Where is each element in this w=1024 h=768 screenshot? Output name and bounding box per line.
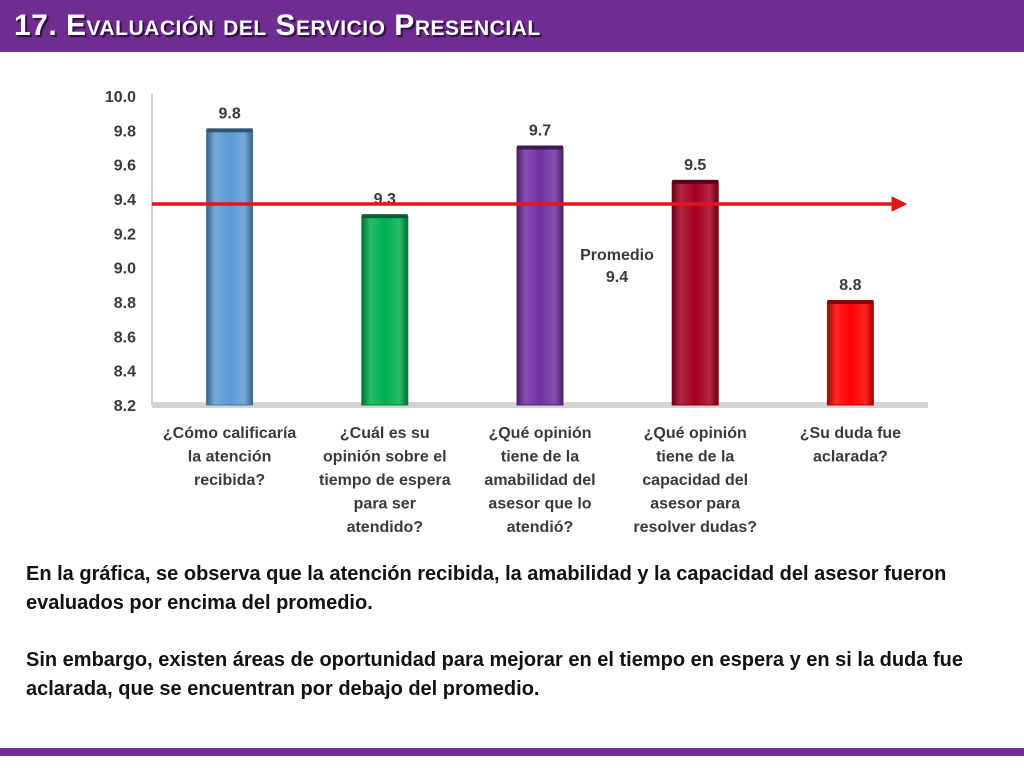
slide-title: 17. Evaluación del Servicio Presencial <box>14 9 541 42</box>
x-tick-label: ¿Cuál es su <box>340 425 430 442</box>
bar <box>516 147 564 406</box>
x-tick-label: aclarada? <box>813 449 888 466</box>
x-tick-label: atendido? <box>347 519 423 536</box>
title-bar: 17. Evaluación del Servicio Presencial <box>0 0 1024 52</box>
x-tick-label: resolver dudas? <box>633 519 757 536</box>
x-tick-label: atendió? <box>507 519 574 536</box>
bar-cap <box>672 179 719 184</box>
y-tick-label: 9.2 <box>114 226 136 243</box>
x-tick-label: recibida? <box>194 472 265 489</box>
description-text: En la gráfica, se observa que la atenció… <box>26 560 986 732</box>
data-label: 8.8 <box>839 277 861 294</box>
y-tick-label: 8.8 <box>114 295 136 312</box>
bar <box>361 215 409 406</box>
x-tick-label: ¿Cómo calificaría <box>163 425 296 442</box>
bar-cap <box>361 214 408 219</box>
x-tick-label: capacidad del <box>642 472 748 489</box>
bar <box>826 301 874 406</box>
x-tick-label: asesor para <box>650 496 740 513</box>
paragraph: Sin embargo, existen áreas de oportunida… <box>26 649 963 700</box>
bar-cap <box>827 300 874 304</box>
x-tick-label: asesor que lo <box>488 496 591 513</box>
average-label: Promedio <box>580 247 654 264</box>
y-tick-label: 9.0 <box>114 261 136 278</box>
y-tick-label: 9.4 <box>114 192 136 209</box>
x-tick-label: la atención <box>188 449 272 466</box>
x-tick-label: ¿Qué opinión <box>488 425 591 442</box>
x-tick-label: amabilidad del <box>484 472 595 489</box>
x-tick-label: tiempo de espera <box>319 472 451 489</box>
x-tick-label: tiene de la <box>656 449 734 466</box>
bar-chart: 10.0 9.8 9.6 9.4 9.2 9.0 8.8 8.6 8.4 8.2 9.8 ¿Cómo … <box>105 89 928 536</box>
x-tick-label: opinión sobre el <box>323 449 447 466</box>
bar <box>206 129 254 406</box>
x-tick-label: ¿Su duda fue <box>800 425 901 442</box>
paragraph: En la gráfica, se observa que la atenció… <box>26 563 947 614</box>
footer-bar <box>0 748 1024 756</box>
bar <box>671 181 719 406</box>
y-tick-label: 8.4 <box>114 364 136 381</box>
y-tick-label: 9.6 <box>114 158 136 175</box>
bar-cap <box>206 128 253 133</box>
average-label: 9.4 <box>606 269 628 286</box>
data-label: 9.5 <box>684 157 706 174</box>
y-tick-label: 9.8 <box>114 123 136 140</box>
bar-cap <box>517 145 563 150</box>
x-tick-label: para ser <box>354 496 416 513</box>
x-tick-label: ¿Qué opinión <box>644 425 747 442</box>
data-label: 9.8 <box>218 105 240 122</box>
x-tick-label: tiene de la <box>501 449 579 466</box>
data-label: 9.7 <box>529 123 551 140</box>
y-tick-label: 10.0 <box>105 89 136 106</box>
y-tick-label: 8.2 <box>114 398 136 415</box>
y-tick-label: 8.6 <box>114 329 136 346</box>
